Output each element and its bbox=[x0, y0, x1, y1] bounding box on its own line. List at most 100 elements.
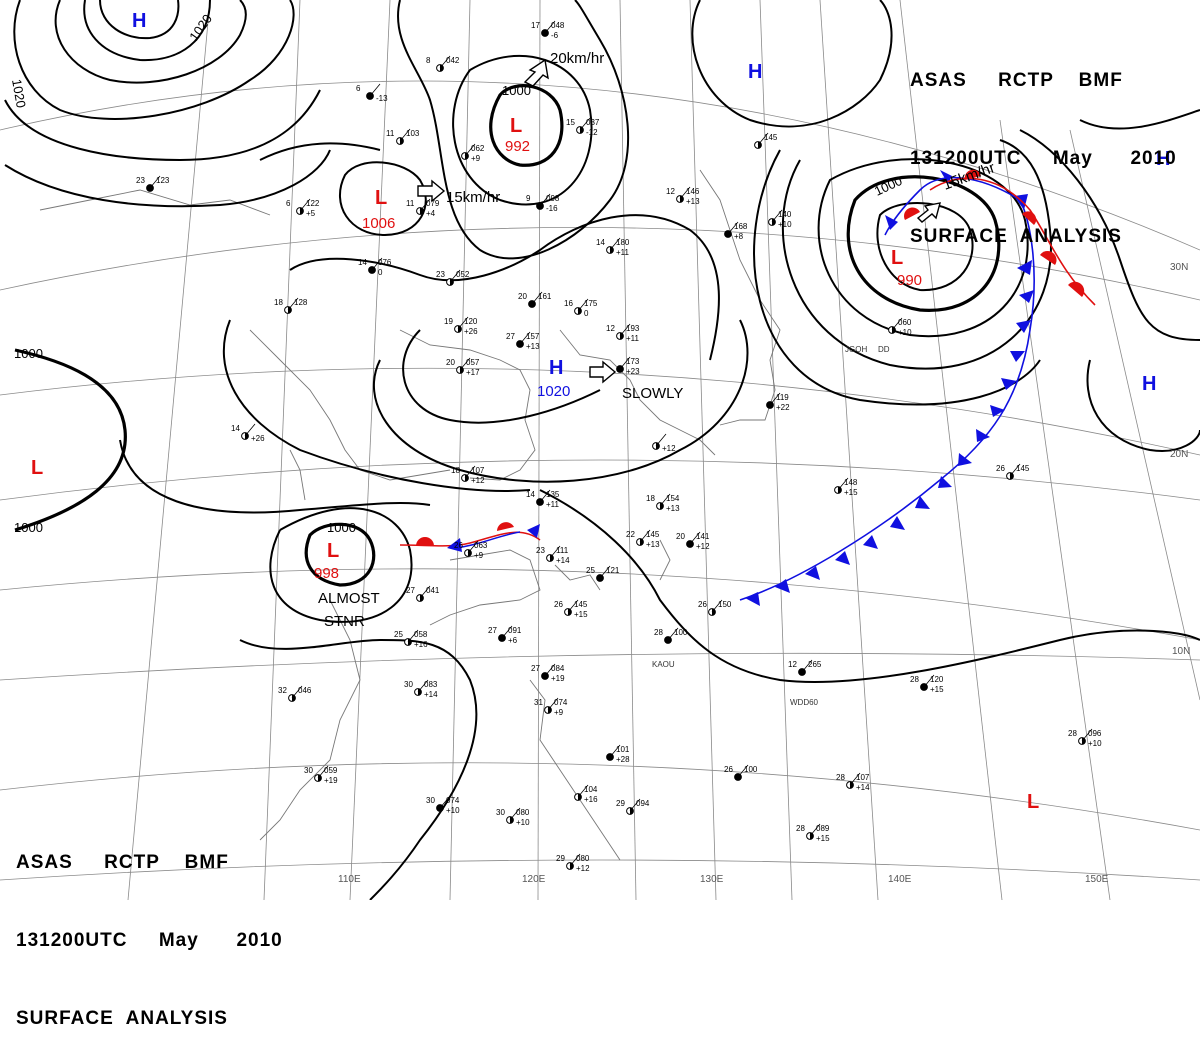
station-plot: 27 157+13 bbox=[506, 331, 540, 351]
station-plot: 28 100 bbox=[654, 627, 688, 644]
wind-barb bbox=[417, 679, 429, 693]
wind-barb bbox=[399, 128, 411, 142]
station-plot: 140+10 bbox=[768, 209, 792, 229]
station-plot: 14 135+11 bbox=[526, 489, 560, 509]
cloud-cover-fill bbox=[540, 498, 544, 506]
lon-label: 120E bbox=[522, 874, 546, 885]
station-temperature: 26 bbox=[454, 541, 463, 550]
station-plot: 25 058+16 bbox=[394, 629, 428, 649]
wind-barb bbox=[769, 392, 781, 406]
cloud-cover-fill bbox=[245, 432, 249, 440]
station-pressure: 052 bbox=[456, 270, 470, 279]
warm-front-east bbox=[904, 169, 1096, 306]
motion-label: 20km/hr bbox=[550, 50, 604, 67]
cloud-cover-fill bbox=[770, 401, 774, 409]
station-temperature: 29 bbox=[556, 854, 565, 863]
station-plot: 148+15 bbox=[834, 477, 858, 497]
low-center-label: L bbox=[31, 457, 43, 479]
cloud-cover-fill bbox=[738, 773, 742, 781]
isobar-label: 1000 bbox=[14, 346, 43, 361]
station-pressure: 145 bbox=[764, 133, 778, 142]
wind-barb bbox=[317, 765, 329, 779]
station-plot: 26 145 bbox=[996, 463, 1030, 480]
high-center-label: H bbox=[132, 10, 146, 32]
station-temperature: 26 bbox=[996, 464, 1005, 473]
wind-barb bbox=[639, 529, 651, 543]
cloud-cover-fill bbox=[924, 683, 928, 691]
station-tendency: +13 bbox=[686, 197, 700, 206]
station-tendency: +10 bbox=[898, 328, 912, 337]
station-plot: 26 063+9 bbox=[454, 540, 488, 560]
station-temperature: 14 bbox=[231, 424, 240, 433]
cloud-cover-fill bbox=[545, 29, 549, 37]
low-center-label: L bbox=[891, 247, 903, 269]
station-tendency: +14 bbox=[424, 690, 438, 699]
station-plot: 104+16 bbox=[574, 784, 598, 804]
wind-barb bbox=[849, 772, 861, 786]
station-plot: 28 107+14 bbox=[836, 772, 870, 792]
station-plot: 27 041 bbox=[406, 585, 440, 602]
wind-barb bbox=[149, 175, 161, 189]
lon-label: 150E bbox=[1085, 874, 1109, 885]
wind-barb bbox=[369, 83, 381, 97]
station-pressure: 046 bbox=[298, 686, 312, 695]
isobar-label: 1000 bbox=[327, 520, 356, 535]
header-line-1: ASAS RCTP BMF bbox=[910, 70, 1123, 91]
station-pressure: 059 bbox=[324, 766, 338, 775]
wind-barb bbox=[689, 531, 701, 545]
cloud-cover-fill bbox=[802, 668, 806, 676]
coastlines bbox=[39, 169, 781, 861]
high-center-label: H bbox=[748, 61, 762, 83]
station-tendency: +12 bbox=[576, 864, 590, 873]
station-pressure: 063 bbox=[474, 541, 488, 550]
wind-barb bbox=[459, 357, 471, 371]
station-pressure: 076 bbox=[378, 258, 392, 267]
station-temperature: 11 bbox=[386, 129, 395, 138]
station-temperature: 12 bbox=[788, 660, 797, 669]
cloud-cover-fill bbox=[292, 694, 296, 702]
station-tendency: +11 bbox=[546, 500, 560, 509]
cloud-cover-fill bbox=[502, 634, 506, 642]
station-pressure: 141 bbox=[696, 532, 710, 541]
station-tendency: +10 bbox=[446, 806, 460, 815]
wind-barb bbox=[419, 585, 431, 599]
cloud-cover-fill bbox=[420, 207, 424, 215]
station-tendency: +16 bbox=[414, 640, 428, 649]
station-pressure: 103 bbox=[406, 129, 420, 138]
station-pressure: 180 bbox=[616, 238, 630, 247]
cloud-cover-fill bbox=[458, 325, 462, 333]
high-center-label: H bbox=[1142, 373, 1156, 395]
station-plot: 8 042 bbox=[426, 55, 460, 72]
wind-barb bbox=[609, 744, 621, 758]
station-temperature: 19 bbox=[444, 317, 453, 326]
wind-barb bbox=[531, 291, 543, 305]
wind-barb bbox=[549, 545, 561, 559]
lon-label: 130E bbox=[700, 874, 724, 885]
cloud-cover-fill bbox=[520, 340, 524, 348]
isobar-label: 1000 bbox=[14, 520, 43, 535]
station-plot: +12 bbox=[652, 433, 676, 453]
station-temperature: 30 bbox=[304, 766, 313, 775]
motion-arrow-20kmhr bbox=[523, 58, 549, 87]
station-temperature: 8 bbox=[426, 56, 431, 65]
station-temperature: 12 bbox=[666, 187, 675, 196]
station-tendency: +17 bbox=[466, 368, 480, 377]
station-tendency: +15 bbox=[930, 685, 944, 694]
wind-barb bbox=[737, 764, 749, 778]
header-line-2: 131200UTC May 2010 bbox=[16, 930, 283, 951]
station-pressure: 079 bbox=[426, 199, 440, 208]
cloud-cover-fill bbox=[465, 152, 469, 160]
station-tendency: +23 bbox=[626, 367, 640, 376]
station-temperature: 11 bbox=[406, 199, 415, 208]
chart-header-bottom-left: ASAS RCTP BMF 131200UTC May 2010 SURFACE… bbox=[16, 798, 283, 1058]
station-id: KAOU bbox=[652, 660, 675, 669]
cloud-cover-fill bbox=[370, 92, 374, 100]
station-pressure: 145 bbox=[1016, 464, 1030, 473]
station-plot: 11 079+4 bbox=[406, 198, 440, 218]
station-plot: 11 103 bbox=[386, 128, 420, 145]
cloud-cover-fill bbox=[318, 774, 322, 782]
cloud-cover-fill bbox=[568, 608, 572, 616]
station-tendency: +11 bbox=[616, 248, 630, 257]
